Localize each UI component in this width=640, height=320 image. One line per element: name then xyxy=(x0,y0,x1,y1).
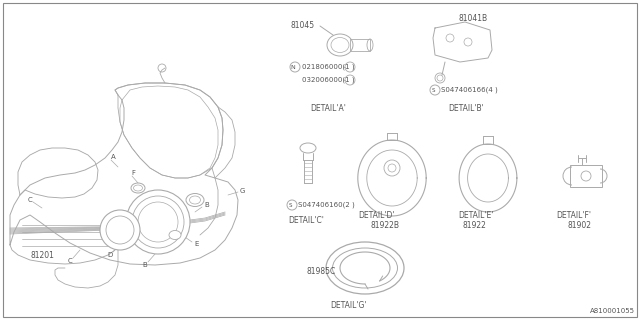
Text: 81041B: 81041B xyxy=(458,13,487,22)
Text: DETAIL'F': DETAIL'F' xyxy=(556,211,591,220)
Ellipse shape xyxy=(169,230,181,239)
Text: DETAIL'E': DETAIL'E' xyxy=(458,211,493,220)
Text: 81902: 81902 xyxy=(568,220,592,229)
Text: A: A xyxy=(111,154,115,160)
Text: S047406166(4 ): S047406166(4 ) xyxy=(441,87,498,93)
Bar xyxy=(350,39,370,51)
Text: DETAIL'A': DETAIL'A' xyxy=(310,103,346,113)
Text: DETAIL'D': DETAIL'D' xyxy=(358,211,394,220)
Text: 81985C: 81985C xyxy=(306,268,335,276)
Text: B: B xyxy=(204,202,209,208)
Text: B: B xyxy=(143,262,147,268)
Text: 032006000(1 ): 032006000(1 ) xyxy=(302,77,355,83)
Text: C: C xyxy=(28,197,33,203)
Text: DETAIL'B': DETAIL'B' xyxy=(448,103,484,113)
Ellipse shape xyxy=(131,183,145,193)
Text: F: F xyxy=(131,170,135,176)
Text: DETAIL'C': DETAIL'C' xyxy=(288,215,324,225)
Text: E: E xyxy=(194,241,198,247)
Text: N: N xyxy=(291,65,296,69)
Text: 81201: 81201 xyxy=(30,251,54,260)
Ellipse shape xyxy=(186,194,204,206)
Text: A810001055: A810001055 xyxy=(590,308,635,314)
Circle shape xyxy=(126,190,190,254)
Text: D: D xyxy=(108,252,113,258)
Text: S: S xyxy=(288,203,292,207)
Circle shape xyxy=(100,210,140,250)
Text: 021806000(1 ): 021806000(1 ) xyxy=(302,64,355,70)
Text: C: C xyxy=(68,258,72,264)
Text: 81922: 81922 xyxy=(462,220,486,229)
Text: DETAIL'G': DETAIL'G' xyxy=(330,300,367,309)
Text: S: S xyxy=(431,87,435,92)
Text: 81922B: 81922B xyxy=(370,220,399,229)
Bar xyxy=(570,165,602,187)
Text: G: G xyxy=(240,188,245,194)
Text: S047406160(2 ): S047406160(2 ) xyxy=(298,202,355,208)
Text: 81045: 81045 xyxy=(290,20,314,29)
